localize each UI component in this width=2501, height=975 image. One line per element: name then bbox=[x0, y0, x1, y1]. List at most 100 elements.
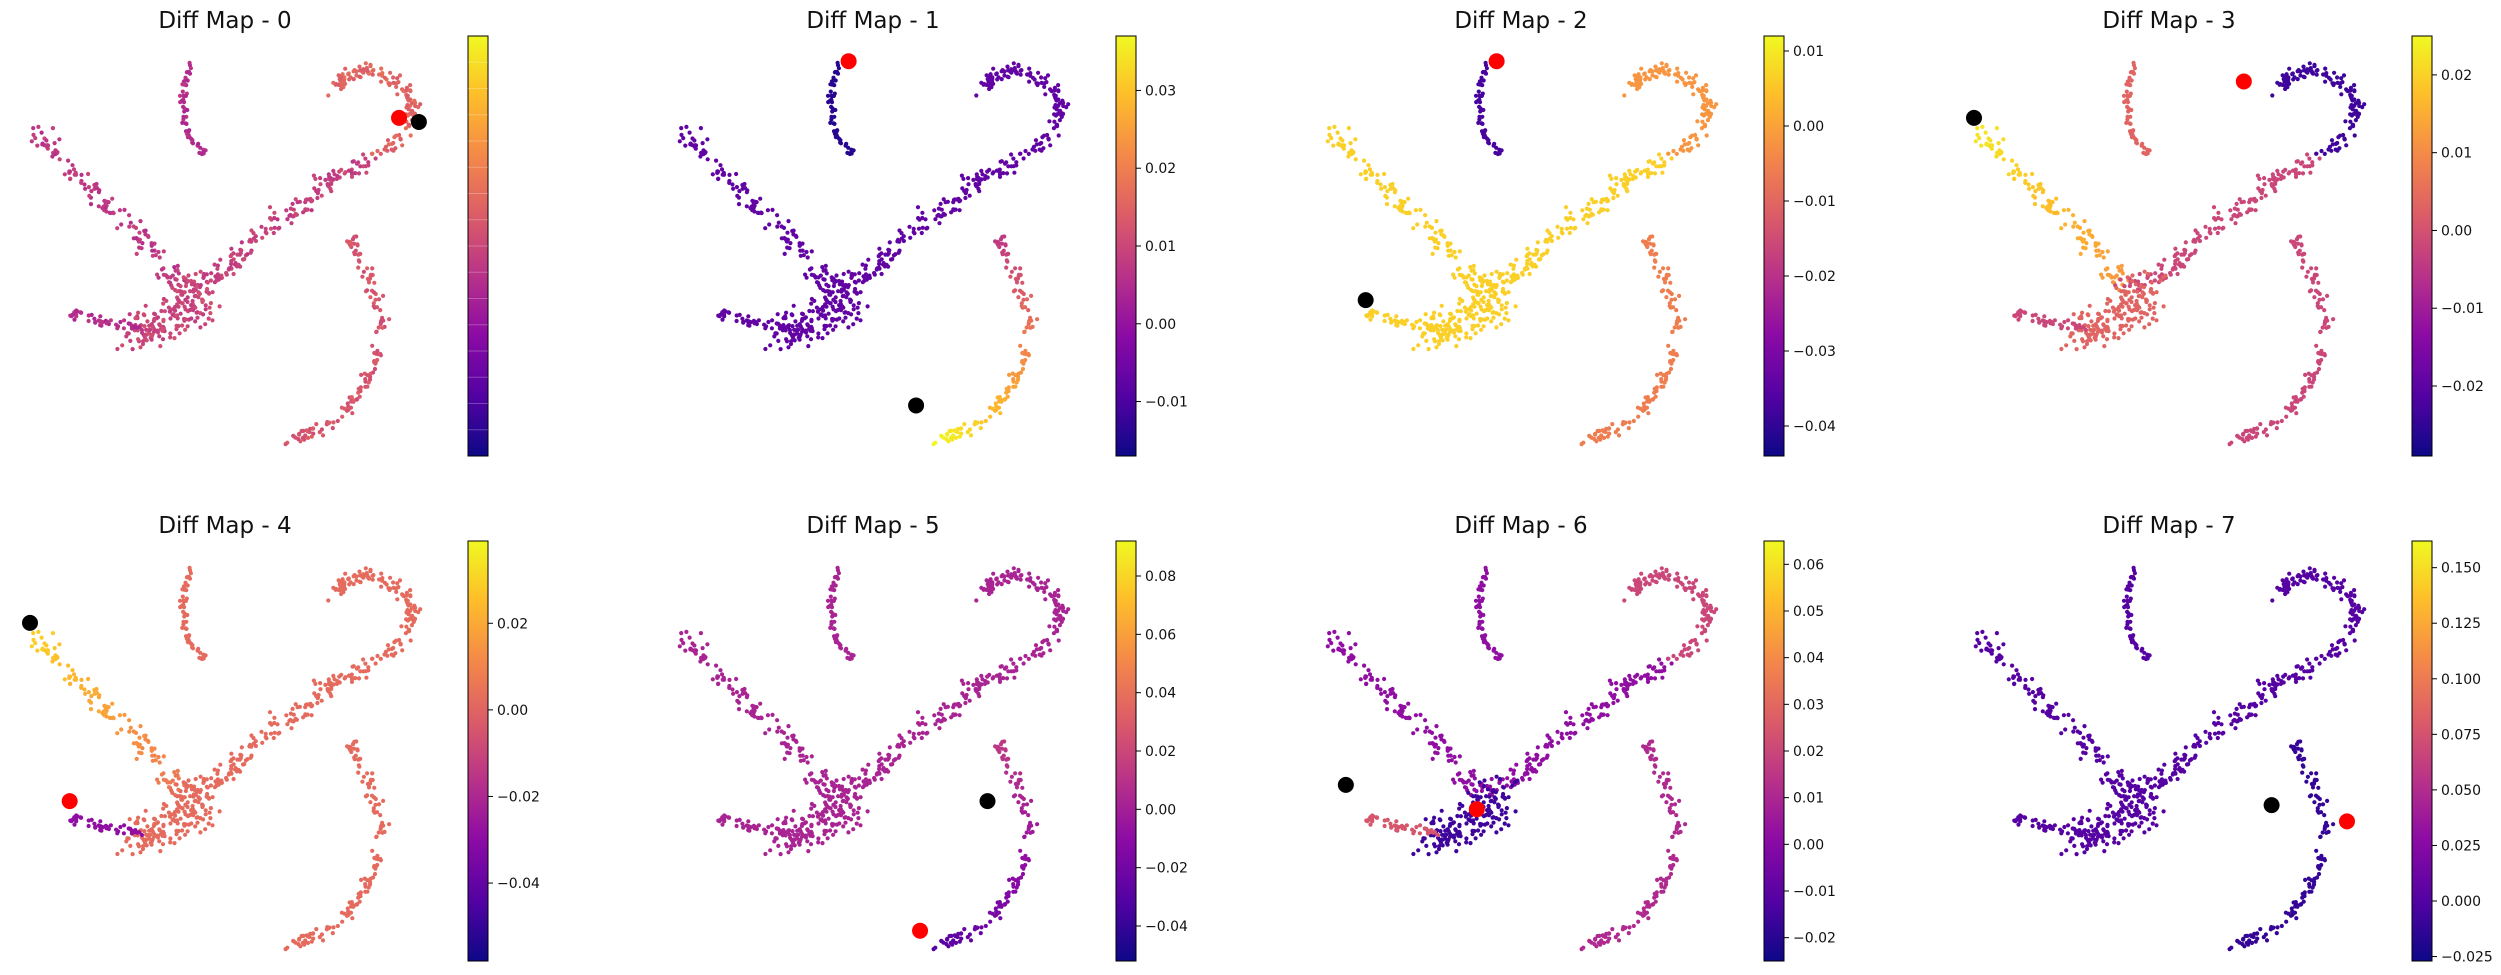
cell-point bbox=[2270, 93, 2275, 98]
cell-point bbox=[345, 401, 350, 406]
cell-point bbox=[68, 176, 73, 181]
cell-point bbox=[108, 318, 113, 323]
cell-point bbox=[998, 237, 1004, 242]
cell-point bbox=[1034, 647, 1039, 652]
cell-point bbox=[1681, 138, 1687, 143]
cell-point bbox=[1705, 118, 1710, 123]
cell-point bbox=[996, 75, 1001, 80]
cell-point bbox=[1979, 143, 1984, 148]
cell-point bbox=[365, 276, 370, 282]
cell-point bbox=[877, 757, 882, 763]
cell-point bbox=[1649, 171, 1654, 176]
cell-point bbox=[2086, 324, 2091, 329]
cell-point bbox=[2259, 195, 2264, 201]
cell-point bbox=[829, 104, 834, 109]
cell-point bbox=[1415, 222, 1420, 227]
cell-point bbox=[157, 255, 162, 260]
cell-point bbox=[1687, 75, 1692, 80]
cell-point bbox=[217, 304, 222, 309]
cell-point bbox=[1483, 63, 1489, 68]
cell-point bbox=[753, 319, 758, 325]
diff-map-panel-4: Diff Map - 40.020.00−0.02−0.04 bbox=[22, 513, 540, 962]
cell-point bbox=[1589, 211, 1594, 216]
cell-point bbox=[1037, 147, 1042, 152]
cell-point bbox=[50, 126, 56, 131]
start-marker bbox=[840, 53, 857, 70]
cell-point bbox=[129, 831, 134, 836]
cell-point bbox=[991, 571, 996, 576]
cell-point bbox=[412, 616, 418, 621]
cell-point bbox=[863, 266, 868, 271]
cell-point bbox=[1509, 274, 1514, 279]
cell-point bbox=[2105, 249, 2110, 254]
cell-point bbox=[267, 205, 273, 210]
cell-point bbox=[365, 793, 370, 798]
cell-point bbox=[861, 779, 867, 785]
colorbar-tick-label: −0.03 bbox=[1793, 344, 1836, 360]
cell-point bbox=[46, 143, 51, 148]
colorbar bbox=[467, 540, 489, 962]
cell-point bbox=[395, 581, 400, 586]
cell-point bbox=[1473, 93, 1479, 98]
colorbar-tick-label: 0.02 bbox=[497, 616, 528, 632]
cell-point bbox=[920, 720, 925, 726]
cell-point bbox=[1655, 372, 1660, 377]
cell-point bbox=[120, 848, 125, 853]
cell-point bbox=[1632, 73, 1637, 78]
cell-point bbox=[979, 177, 984, 182]
cell-point bbox=[1445, 337, 1450, 342]
cell-point bbox=[275, 722, 280, 727]
cell-point bbox=[775, 321, 780, 326]
cell-point bbox=[198, 774, 203, 779]
cell-point bbox=[2124, 98, 2129, 103]
cell-point bbox=[2255, 173, 2260, 178]
cell-point bbox=[2138, 310, 2143, 315]
cell-point bbox=[2353, 118, 2358, 123]
cell-point bbox=[1649, 248, 1654, 253]
cell-point bbox=[363, 882, 368, 887]
cell-point bbox=[177, 93, 183, 98]
cell-point bbox=[2293, 169, 2298, 174]
cell-point bbox=[363, 669, 368, 674]
cell-point bbox=[1370, 309, 1375, 314]
cell-point bbox=[1425, 326, 1430, 331]
cell-point bbox=[1606, 198, 1611, 203]
cell-point bbox=[143, 228, 148, 233]
cell-point bbox=[283, 442, 288, 447]
cell-point bbox=[348, 580, 353, 585]
cell-point bbox=[66, 663, 71, 668]
cell-point bbox=[2216, 225, 2221, 230]
cell-point bbox=[2018, 312, 2023, 317]
cell-point bbox=[351, 241, 357, 246]
cell-point bbox=[1644, 405, 1650, 410]
cell-point bbox=[1511, 263, 1516, 268]
cell-point bbox=[1481, 133, 1487, 138]
cell-point bbox=[339, 86, 344, 92]
cell-point bbox=[681, 136, 686, 141]
cell-point bbox=[1479, 283, 1484, 289]
cell-point bbox=[784, 744, 789, 749]
cell-point bbox=[348, 745, 353, 750]
cell-point bbox=[727, 685, 732, 691]
cell-point bbox=[1023, 653, 1028, 659]
cell-point bbox=[188, 794, 193, 799]
cell-point bbox=[2088, 327, 2093, 332]
cell-point bbox=[810, 309, 816, 314]
cell-point bbox=[2305, 152, 2310, 157]
cell-point bbox=[371, 806, 376, 811]
cell-point bbox=[177, 836, 182, 841]
cell-point bbox=[864, 275, 870, 280]
cell-point bbox=[201, 780, 206, 786]
cell-point bbox=[746, 314, 751, 319]
cell-point bbox=[2168, 270, 2173, 276]
cell-point bbox=[1036, 70, 1041, 75]
cell-point bbox=[271, 230, 276, 236]
cell-point bbox=[2352, 89, 2357, 94]
cell-point bbox=[2101, 255, 2106, 260]
cell-point bbox=[336, 82, 341, 87]
cell-point bbox=[94, 686, 99, 692]
cell-point bbox=[1596, 435, 1601, 440]
cell-point bbox=[806, 344, 811, 349]
cell-point bbox=[2195, 236, 2200, 241]
cell-point bbox=[1454, 344, 1459, 349]
